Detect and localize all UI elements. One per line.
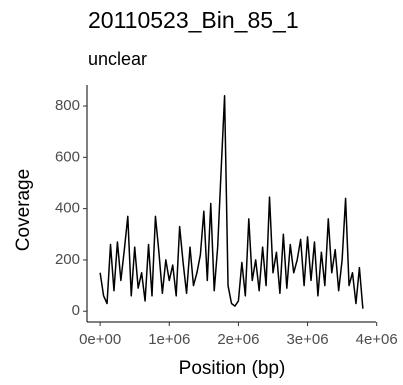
x-tick-label: 0e+00 — [79, 331, 121, 348]
x-tick-label: 4e+06 — [356, 331, 398, 348]
y-tick-label: 200 — [55, 251, 80, 268]
x-tick-label: 2e+06 — [217, 331, 259, 348]
x-tick-label: 1e+06 — [148, 331, 190, 348]
y-tick-label: 600 — [55, 148, 80, 165]
y-tick-label: 400 — [55, 200, 80, 217]
chart-subtitle: unclear — [88, 49, 147, 69]
data-line — [99, 95, 364, 309]
chart-title: 20110523_Bin_85_1 — [88, 7, 299, 33]
x-axis-title: Position (bp) — [179, 358, 286, 379]
y-axis-title: Coverage — [13, 169, 34, 251]
y-tick-label: 0 — [72, 302, 80, 319]
x-tick-label: 3e+06 — [286, 331, 328, 348]
y-tick-label: 800 — [55, 97, 80, 114]
